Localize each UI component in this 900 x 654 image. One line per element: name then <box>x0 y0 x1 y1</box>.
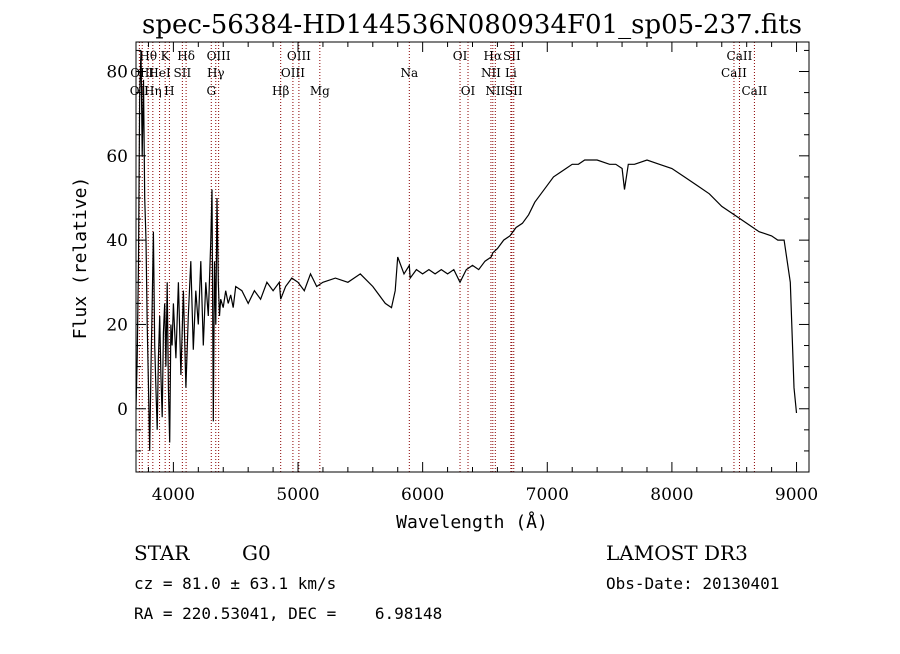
line-marker-label-3: Hη <box>144 84 162 98</box>
spectrum-series <box>135 50 798 451</box>
line-marker-label-15: Mg <box>310 84 330 98</box>
line-marker-label-25: CaII <box>721 66 747 80</box>
coordinates-text: RA = 220.53041, DEC = 6.98148 <box>134 604 442 623</box>
line-marker-label-27: CaII <box>741 84 767 98</box>
line-marker-label-20: Hα <box>484 49 503 63</box>
line-marker-label-5: K <box>161 49 171 63</box>
plot-frame <box>135 41 810 473</box>
line-marker-label-12: Hβ <box>272 84 289 98</box>
x-tick-label: 4000 <box>152 485 195 505</box>
line-marker-label-6: H <box>164 84 174 98</box>
object-class: STAR <box>134 541 190 565</box>
line-marker-label-17: OI <box>453 49 468 63</box>
x-tick-label: 9000 <box>775 485 818 505</box>
spectral-line-markers: OIIHθOIIIHηHeIKHSIIHδGHγOIIIHβOIIIOIIIMg… <box>130 42 768 472</box>
line-marker-label-1: Hθ <box>139 49 157 63</box>
line-marker-label-21: NII <box>485 84 505 98</box>
chart-title: spec-56384-HD144536N080934F01_sp05-237.f… <box>142 10 802 40</box>
line-marker-label-16: Na <box>400 66 418 80</box>
line-marker-label-26: CaII <box>727 49 753 63</box>
x-tick-label: 6000 <box>401 485 444 505</box>
line-marker-label-10: Hγ <box>207 66 225 80</box>
line-marker-label-11: OIII <box>207 49 231 63</box>
x-tick-label: 7000 <box>526 485 569 505</box>
y-tick-label: 0 <box>117 400 128 420</box>
survey-name: LAMOST DR3 <box>606 541 748 565</box>
line-marker-label-7: SII <box>174 66 192 80</box>
y-tick-label: 20 <box>106 315 128 335</box>
line-marker-label-4: HeI <box>148 66 171 80</box>
y-axis: 0 20 40 60 80 <box>106 49 809 452</box>
line-marker-label-24: SII <box>505 84 523 98</box>
redshift-text: cz = 81.0 ± 63.1 km/s <box>134 574 336 593</box>
spectrum-line-0 <box>135 50 798 451</box>
object-subclass: G0 <box>242 541 271 565</box>
line-marker-label-14: OIII <box>287 49 311 63</box>
x-axis-label: Wavelength (Å) <box>396 511 548 533</box>
obs-date-text: Obs-Date: 20130401 <box>606 574 779 593</box>
y-tick-label: 80 <box>106 63 128 83</box>
x-axis: 4000 5000 6000 7000 8000 9000 <box>147 42 818 505</box>
y-axis-label: Flux (relative) <box>70 177 91 340</box>
y-tick-label: 40 <box>106 231 128 251</box>
line-marker-label-9: G <box>206 84 216 98</box>
line-marker-label-23: SII <box>503 49 521 63</box>
line-marker-label-19: NII <box>481 66 501 80</box>
line-marker-label-18: OI <box>461 84 476 98</box>
x-tick-label: 5000 <box>276 485 319 505</box>
line-marker-label-8: Hδ <box>177 49 195 63</box>
x-tick-label: 8000 <box>650 485 693 505</box>
line-marker-label-13: OIII <box>281 66 305 80</box>
line-marker-label-22: Li <box>505 66 517 80</box>
y-tick-label: 60 <box>106 147 128 167</box>
